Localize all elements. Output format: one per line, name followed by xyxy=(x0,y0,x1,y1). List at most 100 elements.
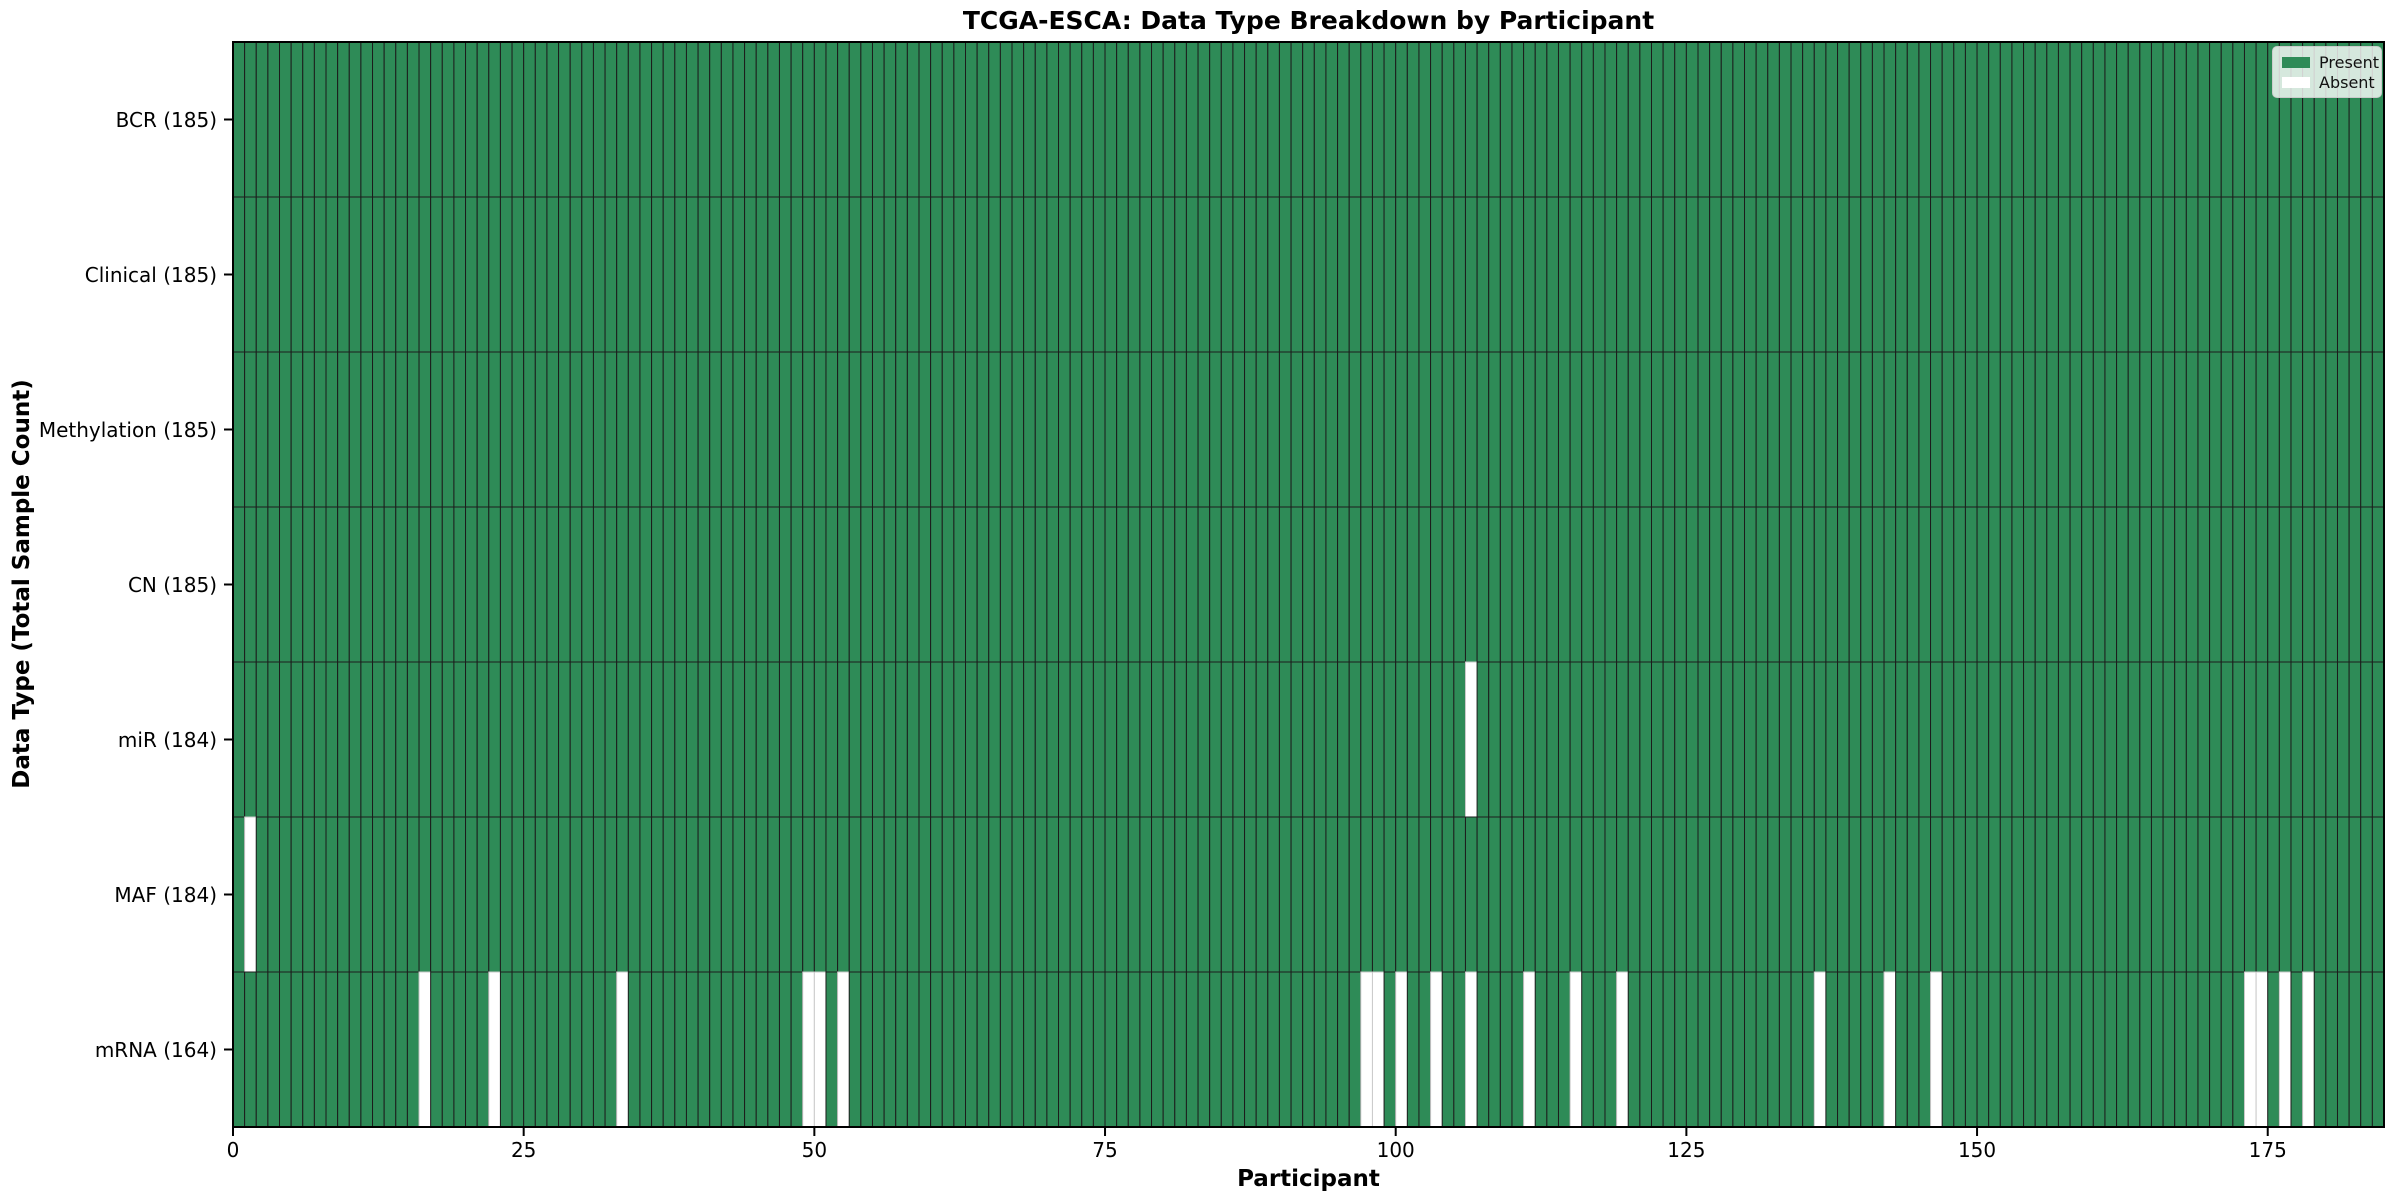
cell-present xyxy=(871,41,885,198)
cell-present xyxy=(685,661,699,818)
cell-present xyxy=(1488,196,1501,353)
cell-present xyxy=(1290,661,1304,818)
cell-present xyxy=(1790,661,1804,818)
cell-present xyxy=(523,351,536,508)
cell-present xyxy=(860,971,873,1128)
cell-present xyxy=(1825,351,1839,508)
cell-present xyxy=(1720,971,1734,1128)
legend-label-absent: Absent xyxy=(2319,72,2375,92)
cell-present xyxy=(523,196,536,353)
cell-present xyxy=(1685,351,1699,508)
cell-present xyxy=(1406,351,1420,508)
cell-present xyxy=(313,506,327,663)
cell-present xyxy=(1592,661,1606,818)
cell-present xyxy=(918,41,932,198)
cell-present xyxy=(1709,661,1722,818)
cell-present xyxy=(1534,816,1548,973)
cell-present xyxy=(1581,41,1594,198)
cell-present xyxy=(2220,661,2234,818)
cell-present xyxy=(337,971,350,1128)
cell-present xyxy=(1674,971,1687,1128)
cell-present xyxy=(2081,661,2094,818)
cell-present xyxy=(1906,196,1920,353)
cell-present xyxy=(2348,816,2362,973)
cell-present xyxy=(1023,661,1036,818)
cell-present xyxy=(1348,971,1362,1128)
cell-present xyxy=(802,196,815,353)
cell-present xyxy=(290,196,304,353)
cell-present xyxy=(2092,816,2106,973)
cell-present xyxy=(1209,41,1222,198)
cell-present xyxy=(1964,196,1978,353)
cell-present xyxy=(639,506,653,663)
cell-present xyxy=(895,971,908,1128)
cell-present xyxy=(1441,351,1455,508)
cell-present xyxy=(1360,816,1373,973)
cell-present xyxy=(2267,661,2280,818)
cell-present xyxy=(837,506,850,663)
cell-present xyxy=(2336,816,2350,973)
cell-present xyxy=(674,351,687,508)
cell-present xyxy=(418,506,432,663)
cell-present xyxy=(860,506,873,663)
cell-present xyxy=(1151,41,1164,198)
cell-present xyxy=(1906,661,1920,818)
cell-present xyxy=(1092,351,1106,508)
cell-present xyxy=(1383,196,1397,353)
cell-present xyxy=(1848,661,1862,818)
cell-present xyxy=(2325,971,2338,1128)
cell-present xyxy=(1709,971,1722,1128)
cell-present xyxy=(709,661,722,818)
cell-present xyxy=(2371,196,2385,353)
cell-present xyxy=(1895,41,1908,198)
cell-present xyxy=(999,971,1013,1128)
cell-present xyxy=(313,661,327,818)
cell-present xyxy=(2092,971,2106,1128)
cell-present xyxy=(1232,351,1246,508)
cell-present xyxy=(348,41,362,198)
cell-present xyxy=(2290,971,2304,1128)
cell-present xyxy=(1069,816,1083,973)
cell-present xyxy=(1255,506,1269,663)
cell-present xyxy=(1662,196,1676,353)
cell-present xyxy=(1313,661,1327,818)
cell-present xyxy=(1616,506,1629,663)
cell-present xyxy=(2278,351,2292,508)
cell-present xyxy=(1895,506,1908,663)
cell-present xyxy=(1185,41,1199,198)
cell-present xyxy=(1162,196,1176,353)
cell-present xyxy=(1209,351,1222,508)
cell-present xyxy=(1697,661,1711,818)
cell-present xyxy=(662,971,676,1128)
cell-present xyxy=(1720,41,1734,198)
cell-present xyxy=(1313,196,1327,353)
cell-present xyxy=(360,816,374,973)
cell-present xyxy=(1825,196,1839,353)
cell-present xyxy=(1360,351,1373,508)
cell-present xyxy=(441,816,455,973)
cell-present xyxy=(2127,971,2141,1128)
cell-present xyxy=(965,41,978,198)
cell-present xyxy=(2150,506,2164,663)
cell-present xyxy=(1371,661,1385,818)
cell-present xyxy=(744,41,757,198)
cell-present xyxy=(534,41,548,198)
cell-present xyxy=(1650,971,1664,1128)
cell-present xyxy=(825,41,839,198)
cell-present xyxy=(1360,661,1373,818)
cell-present xyxy=(674,506,687,663)
cell-present xyxy=(1337,661,1350,818)
cell-present xyxy=(1209,971,1222,1128)
cell-present xyxy=(2302,661,2315,818)
cell-present xyxy=(558,661,571,818)
cell-present xyxy=(918,351,932,508)
cell-present xyxy=(2209,506,2222,663)
cell-present xyxy=(546,971,560,1128)
cell-present xyxy=(604,661,618,818)
cell-present xyxy=(848,196,862,353)
cell-present xyxy=(1988,971,2001,1128)
cell-present xyxy=(1406,41,1420,198)
cell-present xyxy=(2116,971,2129,1128)
cell-present xyxy=(1650,661,1664,818)
cell-present xyxy=(848,971,862,1128)
